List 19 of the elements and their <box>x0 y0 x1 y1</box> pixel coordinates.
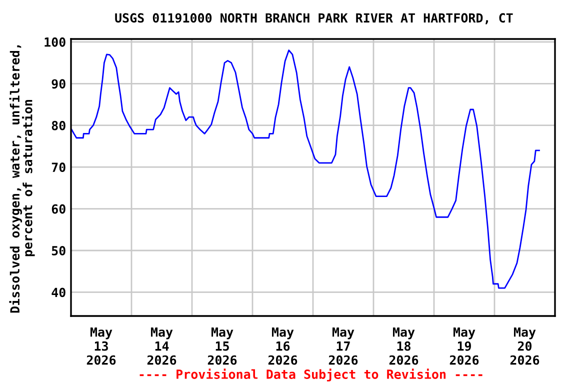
y-tick-label: 70 <box>52 162 66 172</box>
x-tick-label: May 15 2026 <box>208 327 237 365</box>
x-tick-label: May 19 2026 <box>450 327 479 365</box>
x-tick-label: May 18 2026 <box>389 327 418 365</box>
y-tick-label: 80 <box>52 120 66 130</box>
chart-title: USGS 01191000 NORTH BRANCH PARK RIVER AT HARTFORD, CT <box>115 13 513 24</box>
x-tick-label: May 13 2026 <box>86 327 116 365</box>
y-tick-label: 50 <box>52 246 66 256</box>
y-tick-label: 40 <box>52 288 66 298</box>
x-tick-label: May 20 2026 <box>510 327 540 365</box>
y-tick-label: 90 <box>52 79 66 89</box>
line-series <box>71 50 540 289</box>
text: ---- Provisional Data Subject to Revision ---- <box>140 368 482 382</box>
x-tick-label: May 14 2026 <box>147 327 176 365</box>
y-tick-label: 100 <box>44 37 66 47</box>
x-tick-label: May 16 2026 <box>268 327 298 365</box>
x-tick-label: May 17 2026 <box>328 327 358 365</box>
y-tick-label: 60 <box>52 204 66 214</box>
y-axis-title: Dissolved oxygen, water, unfiltered, percent of saturation <box>9 45 35 313</box>
